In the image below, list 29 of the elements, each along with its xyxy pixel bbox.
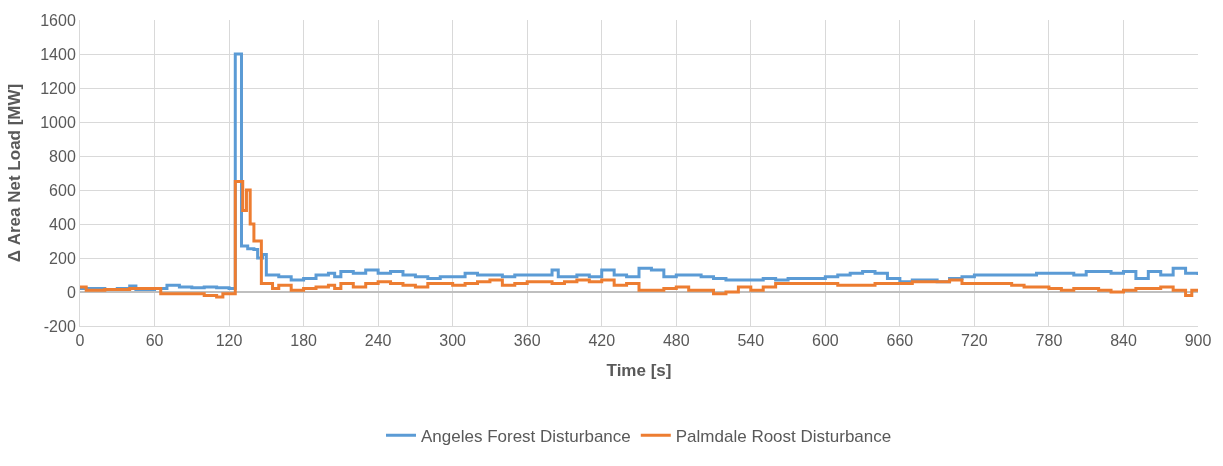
x-tick-label: 360: [513, 332, 541, 350]
x-tick-label: 240: [364, 332, 392, 350]
y-tick-label: 400: [49, 215, 76, 233]
x-tick-label: 180: [290, 332, 318, 350]
x-tick-label: 540: [737, 332, 765, 350]
y-tick-label: -200: [43, 317, 76, 335]
y-tick-label: 800: [49, 147, 76, 165]
y-tick-label: 1600: [40, 11, 76, 29]
legend-label: Angeles Forest Disturbance: [421, 426, 631, 446]
x-tick-label: 840: [1110, 332, 1137, 350]
y-tick-label: 0: [66, 283, 76, 301]
legend-label: Palmdale Roost Disturbance: [675, 426, 892, 446]
x-tick-label: 720: [961, 332, 988, 350]
x-axis-title: Time [s]: [606, 360, 672, 380]
y-tick-label: 1200: [40, 79, 76, 97]
x-tick-label: 120: [215, 332, 243, 350]
x-tick-label: 480: [662, 332, 690, 350]
y-tick-label: 600: [49, 181, 76, 199]
x-tick-label: 600: [811, 332, 839, 350]
x-tick-label: 60: [145, 332, 164, 350]
y-tick-label: 200: [49, 249, 76, 267]
x-tick-label: 420: [588, 332, 616, 350]
x-tick-label: 660: [886, 332, 914, 350]
y-tick-label: 1000: [40, 113, 76, 131]
y-tick-label: 1400: [40, 45, 76, 63]
y-axis-title: Δ Area Net Load [MW]: [4, 83, 24, 263]
x-tick-label: 780: [1035, 332, 1063, 350]
x-tick-label: 900: [1184, 332, 1212, 350]
x-tick-label: 300: [439, 332, 467, 350]
